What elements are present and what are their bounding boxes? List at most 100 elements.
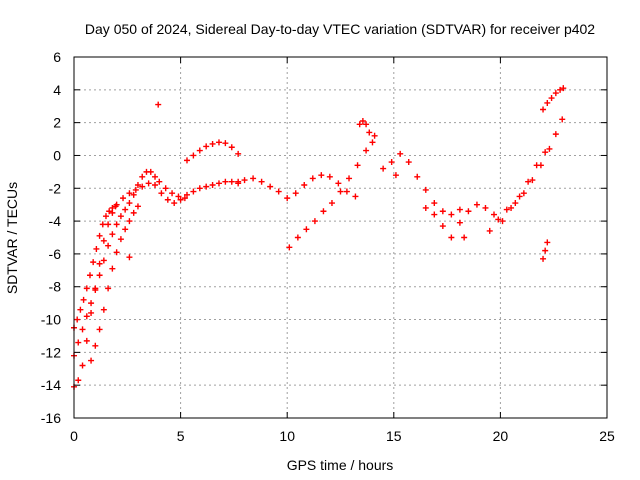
data-point (542, 247, 549, 254)
data-point (461, 234, 468, 241)
data-point (512, 200, 519, 207)
data-point (126, 254, 133, 261)
data-point (241, 177, 248, 184)
data-point (77, 306, 84, 313)
data-point (354, 162, 361, 169)
data-point (145, 180, 152, 187)
data-point (301, 181, 308, 188)
y-tick-label: -6 (49, 246, 62, 262)
data-point (286, 244, 293, 251)
data-point (93, 245, 100, 252)
y-tick-label: -12 (41, 344, 61, 360)
series-11 (486, 116, 566, 234)
data-point (337, 188, 344, 195)
data-point (106, 208, 113, 215)
data-point (79, 326, 86, 333)
data-point (508, 204, 515, 211)
data-point (228, 178, 235, 185)
chart-title: Day 050 of 2024, Sidereal Day-to-day VTE… (85, 21, 595, 37)
x-axis-label: GPS time / hours (287, 457, 394, 473)
data-point (152, 173, 159, 180)
data-point (250, 175, 257, 182)
data-point (126, 218, 133, 225)
data-point (196, 147, 203, 154)
data-point (96, 232, 103, 239)
data-point (96, 272, 103, 279)
x-tick-label: 10 (279, 428, 295, 444)
data-point (369, 139, 376, 146)
data-point (388, 159, 395, 166)
data-point (158, 190, 165, 197)
data-point (169, 190, 176, 197)
data-point (529, 177, 536, 184)
data-point (88, 357, 95, 364)
data-point (86, 272, 93, 279)
data-point (109, 231, 116, 238)
data-point (80, 296, 87, 303)
data-point (356, 121, 363, 128)
data-point (439, 208, 446, 215)
data-point (431, 211, 438, 218)
series-3 (71, 203, 119, 331)
data-point (359, 117, 366, 124)
data-point (75, 377, 82, 384)
data-point (113, 221, 120, 228)
data-point (363, 147, 370, 154)
data-point (117, 236, 124, 243)
y-tick-label: -10 (41, 312, 61, 328)
data-point (109, 265, 116, 272)
data-point (311, 218, 318, 225)
data-point (328, 200, 335, 207)
axis-ticks: 0 5 10 15 20 25 -16 -14 -12 -10 -8 -6 -4 -2 0 2 4 6 (41, 49, 615, 444)
data-point (320, 208, 327, 215)
data-point (96, 260, 103, 267)
data-point (544, 99, 551, 106)
data-point (175, 193, 182, 200)
data-point (499, 218, 506, 225)
data-point (92, 287, 99, 294)
data-point (155, 101, 162, 108)
data-point (363, 121, 370, 128)
data-point (79, 362, 86, 369)
data-point (171, 200, 178, 207)
y-tick-label: -16 (41, 410, 61, 426)
data-point (130, 209, 137, 216)
data-point (215, 180, 222, 187)
x-tick-label: 15 (386, 428, 402, 444)
data-point (88, 309, 95, 316)
grid (74, 57, 607, 418)
data-point (422, 204, 429, 211)
data-point (335, 180, 342, 187)
data-point (456, 206, 463, 213)
data-point (83, 313, 90, 320)
series-2 (71, 168, 188, 359)
series-9 (380, 150, 463, 218)
series-8 (356, 117, 376, 146)
data-point (431, 200, 438, 207)
data-point (164, 196, 171, 203)
series-7 (286, 132, 378, 251)
data-point (267, 183, 274, 190)
data-point (120, 195, 127, 202)
data-point (495, 216, 502, 223)
data-point (162, 185, 169, 192)
data-point (83, 285, 90, 292)
data-point (559, 116, 566, 123)
data-point (132, 186, 139, 193)
data-point (448, 211, 455, 218)
data-point (318, 172, 325, 179)
series-6 (235, 172, 359, 202)
data-point (380, 165, 387, 172)
data-point (122, 206, 129, 213)
data-point (117, 213, 124, 220)
x-tick-label: 0 (70, 428, 78, 444)
data-point (557, 86, 564, 93)
data-point (190, 152, 197, 159)
data-point (105, 221, 112, 228)
data-point (113, 249, 120, 256)
data-point (105, 285, 112, 292)
data-point (235, 178, 242, 185)
data-point (88, 300, 95, 307)
data-point (482, 204, 489, 211)
data-point (352, 193, 359, 200)
